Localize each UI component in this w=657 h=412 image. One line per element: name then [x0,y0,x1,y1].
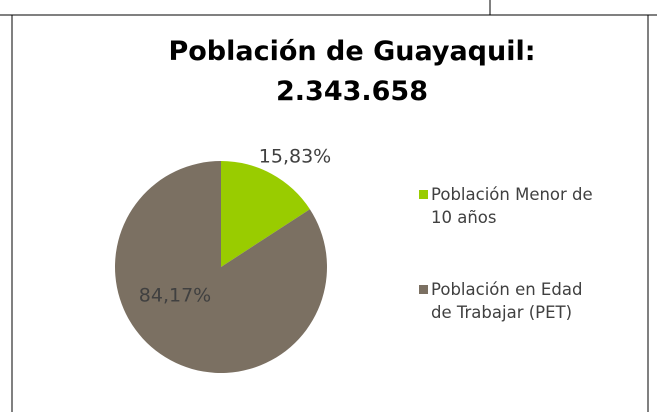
legend-swatch [419,285,428,294]
data-label: 84,17% [139,285,211,307]
legend-swatch [419,190,428,199]
legend-label: Población en Edad de Trabajar (PET) [431,280,583,322]
pie-slice [221,161,310,267]
data-label: 15,83% [259,146,331,168]
chart-title: Población de Guayaquil: 2.343.658 [168,36,536,107]
legend-entry: Población en Edad de Trabajar (PET) [419,278,601,324]
legend-entry: Población Menor de 10 años [419,183,601,229]
pie-slice [115,161,328,373]
legend-label: Población Menor de 10 años [431,185,593,227]
